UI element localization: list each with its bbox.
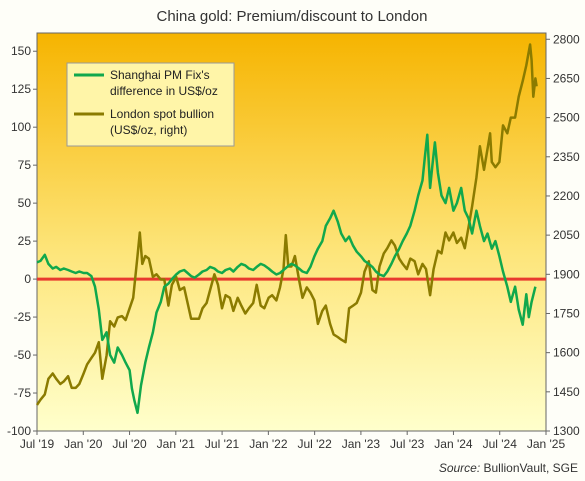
- left-tick-label: 25: [18, 234, 32, 248]
- x-axis: Jul '19 Jan '20 Jul '20 Jan '21 Jul '21 Jan '…: [20, 431, 566, 451]
- right-tick-label: 1750: [553, 306, 580, 320]
- source-text: BullionVault, SGE: [480, 461, 578, 475]
- right-tick-label: 2500: [553, 111, 580, 125]
- right-tick-label: 1600: [553, 346, 580, 360]
- legend-label-premium-line1: Shanghai PM Fix's: [110, 68, 210, 82]
- x-tick-label: Jul '24: [483, 437, 518, 451]
- right-tick-label: 1900: [553, 267, 580, 281]
- right-tick-label: 2200: [553, 189, 580, 203]
- right-tick-label: 2050: [553, 228, 580, 242]
- right-axis: 2800 2650 2500 2350 2200 2050 1900 1750 1600 1450…: [546, 32, 580, 438]
- right-tick-label: 2350: [553, 150, 580, 164]
- left-axis: 150 125 100 75 50 25 0 -25 -50 -75 -100: [7, 44, 37, 438]
- left-tick-label: 125: [11, 82, 31, 96]
- x-tick-label: Jul '20: [112, 437, 147, 451]
- right-tick-label: 1450: [553, 385, 580, 399]
- x-tick-label: Jan '21: [157, 437, 196, 451]
- right-tick-label: 2650: [553, 71, 580, 85]
- left-tick-label: 0: [24, 272, 31, 286]
- left-tick-label: -25: [14, 310, 32, 324]
- legend: Shanghai PM Fix's difference in US$/oz L…: [66, 62, 235, 147]
- x-tick-label: Jul '23: [390, 437, 425, 451]
- right-tick-label: 2800: [553, 32, 580, 46]
- series-line-shanghai-premium: [36, 133, 537, 415]
- left-tick-label: -50: [14, 348, 32, 362]
- legend-label-spot-line2: (US$/oz, right): [110, 123, 187, 137]
- x-tick-label: Jul '21: [205, 437, 240, 451]
- x-tick-label: Jul '22: [297, 437, 332, 451]
- x-tick-label: Jul '19: [20, 437, 55, 451]
- left-tick-label: 50: [18, 196, 32, 210]
- x-tick-label: Jan '25: [527, 437, 566, 451]
- legend-label-premium-line2: difference in US$/oz: [110, 84, 218, 98]
- plot-border: [36, 32, 547, 432]
- x-tick-label: Jan '23: [342, 437, 381, 451]
- source-label: Source:: [439, 461, 480, 475]
- left-tick-label: -75: [14, 386, 32, 400]
- source-note: Source: BullionVault, SGE: [439, 461, 578, 475]
- chart-title: China gold: Premium/discount to London: [157, 8, 428, 25]
- x-tick-label: Jan '22: [249, 437, 288, 451]
- legend-box: [66, 62, 235, 147]
- left-tick-label: -100: [7, 424, 31, 438]
- left-tick-label: 75: [18, 158, 32, 172]
- legend-label-spot-line1: London spot bullion: [110, 107, 214, 121]
- left-tick-label: 150: [11, 44, 31, 58]
- right-tick-label: 1300: [553, 424, 580, 438]
- left-tick-label: 100: [11, 120, 31, 134]
- x-tick-label: Jan '20: [64, 437, 103, 451]
- x-tick-label: Jan '24: [434, 437, 473, 451]
